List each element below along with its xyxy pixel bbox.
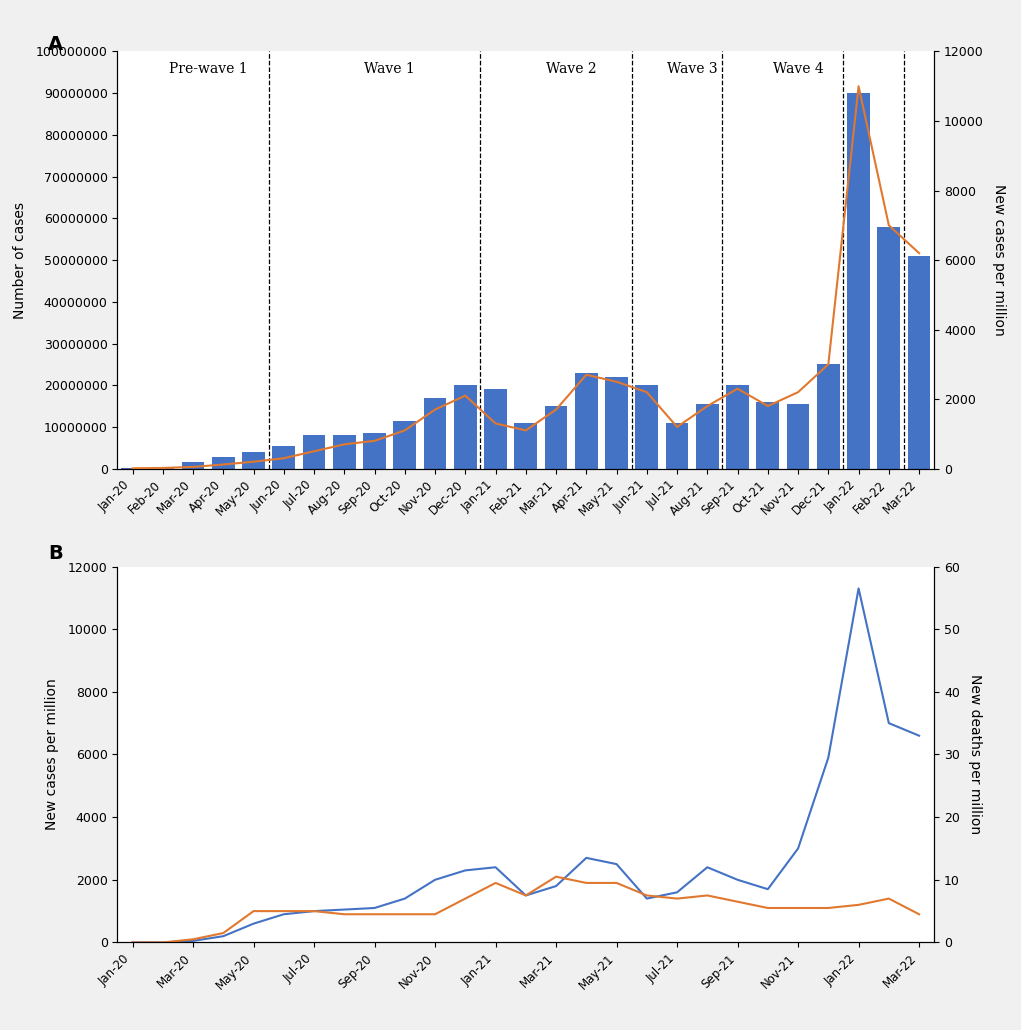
Bar — [726, 385, 749, 469]
Bar — [333, 436, 355, 469]
Bar — [877, 227, 901, 469]
Text: Wave 4: Wave 4 — [773, 62, 824, 76]
Text: B: B — [48, 544, 62, 563]
Bar — [454, 385, 477, 469]
Bar — [666, 422, 688, 469]
Bar — [151, 467, 175, 469]
Bar — [363, 434, 386, 469]
Y-axis label: New deaths per million: New deaths per million — [968, 675, 982, 834]
Bar — [545, 406, 568, 469]
Text: Pre-wave 1: Pre-wave 1 — [168, 62, 247, 76]
Bar — [302, 436, 326, 469]
Bar — [575, 373, 597, 469]
Bar — [847, 93, 870, 469]
Bar — [484, 389, 506, 469]
Y-axis label: New cases per million: New cases per million — [46, 679, 59, 830]
Bar — [696, 404, 719, 469]
Bar — [182, 462, 204, 469]
Y-axis label: New cases per million: New cases per million — [992, 184, 1006, 336]
Legend: Number of cases, New cases per million: Number of cases, New cases per million — [348, 561, 703, 587]
Bar — [424, 398, 446, 469]
Text: A: A — [48, 35, 63, 54]
Bar — [635, 385, 659, 469]
Text: Wave 2: Wave 2 — [546, 62, 596, 76]
Bar — [273, 446, 295, 469]
Bar — [212, 457, 235, 469]
Bar — [605, 377, 628, 469]
Bar — [908, 255, 930, 469]
Bar — [787, 404, 810, 469]
Bar — [817, 365, 839, 469]
Text: Wave 1: Wave 1 — [364, 62, 416, 76]
Bar — [757, 402, 779, 469]
Bar — [242, 452, 264, 469]
Y-axis label: Number of cases: Number of cases — [13, 202, 28, 318]
Text: Wave 3: Wave 3 — [667, 62, 718, 76]
Bar — [515, 422, 537, 469]
Bar — [393, 420, 417, 469]
